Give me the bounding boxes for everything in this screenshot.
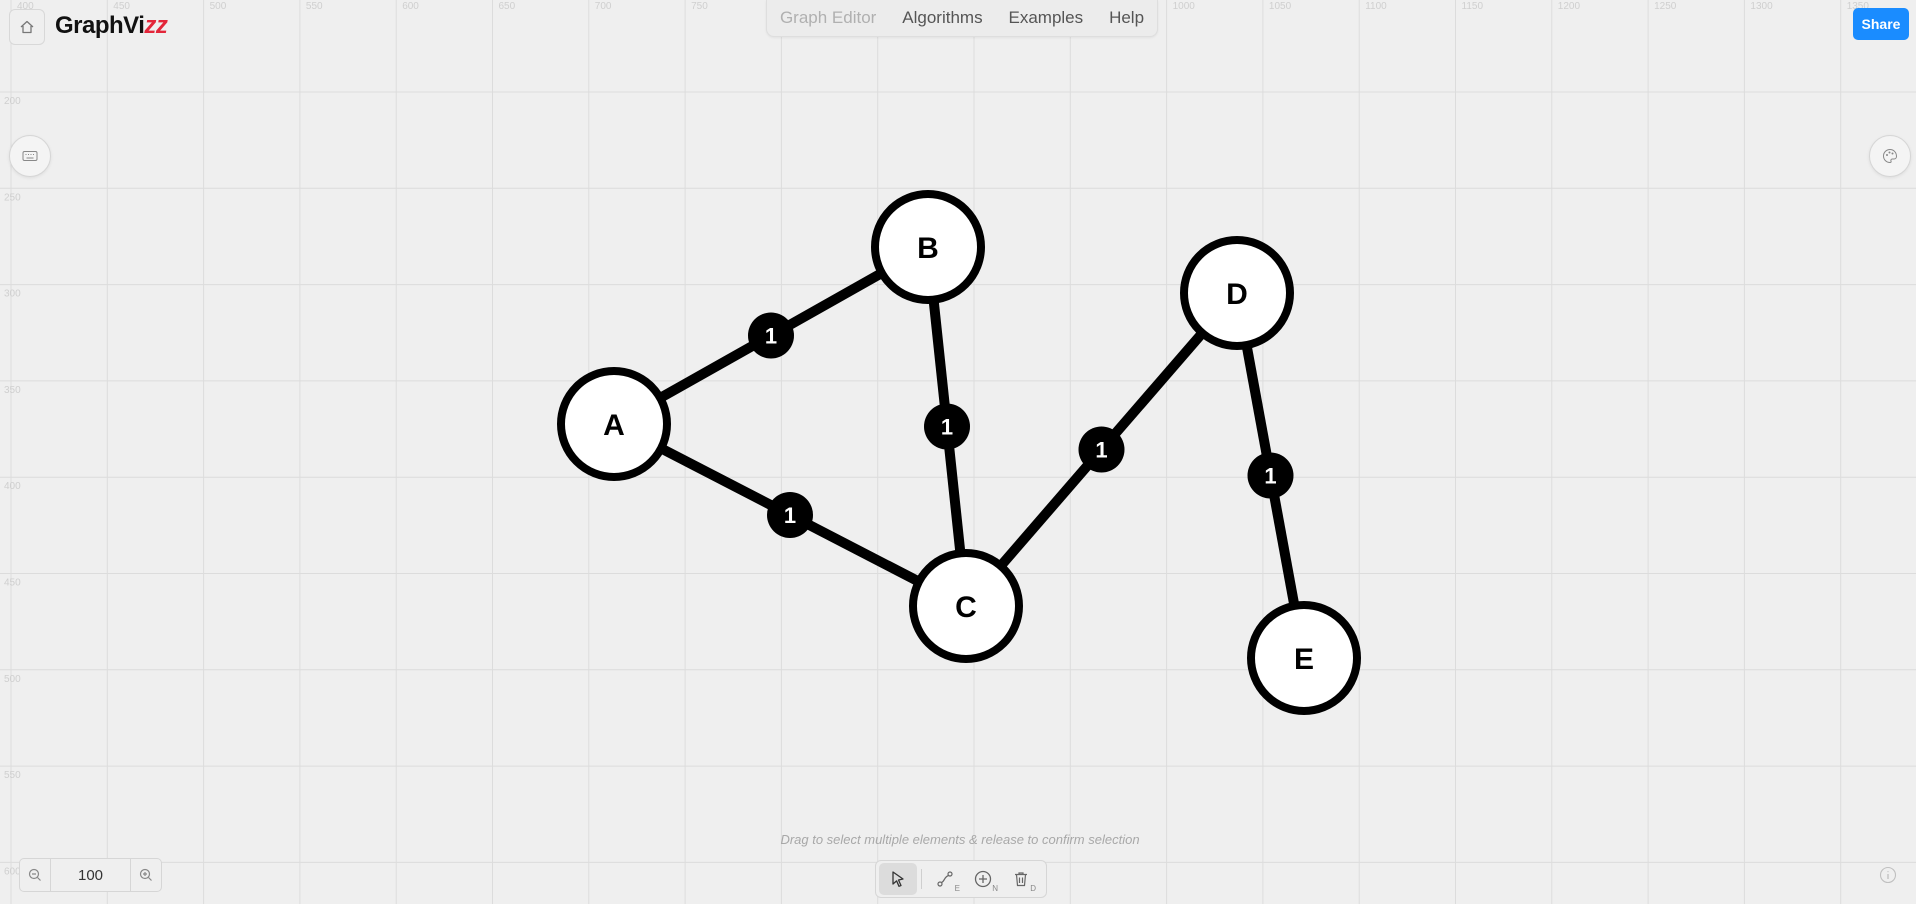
grid-x-label: 600 (402, 1, 419, 12)
edge-weight-label: 1 (1264, 464, 1276, 489)
grid-y-label: 550 (4, 770, 21, 781)
zoom-control: 100 (19, 858, 162, 892)
grid-y-label: 250 (4, 192, 21, 203)
info-button[interactable] (1871, 858, 1905, 892)
node-label: D (1226, 278, 1248, 311)
graph-edge-C-D[interactable]: 1 (962, 289, 1241, 610)
grid-y-label: 200 (4, 96, 21, 107)
grid-x-label: 1250 (1654, 1, 1677, 12)
grid-x-label: 450 (113, 1, 130, 12)
zoom-out-icon (28, 868, 41, 881)
grid-y-label: 600 (4, 866, 21, 877)
select-tool[interactable] (879, 863, 917, 895)
app-logo: GraphVizz (55, 12, 168, 39)
grid-x-label: 1300 (1750, 1, 1773, 12)
grid-x-label: 1150 (1462, 1, 1484, 12)
home-button[interactable] (9, 9, 45, 45)
grid-x-label: 1100 (1365, 1, 1387, 12)
keyboard-icon (22, 151, 38, 161)
add-edge-tool[interactable]: E (926, 863, 964, 895)
grid-y-label: 400 (4, 481, 21, 492)
graph-edge-A-B[interactable]: 1 (611, 242, 931, 429)
nav-algorithms[interactable]: Algorithms (902, 8, 983, 27)
edge-weight-badge (924, 403, 970, 450)
grid-x-label: 700 (595, 1, 612, 12)
graph-edge-A-C[interactable]: 1 (611, 419, 969, 611)
delete-tool[interactable]: D (1002, 863, 1040, 895)
selection-hint: Drag to select multiple elements & relea… (780, 832, 1140, 847)
grid-y-label: 350 (4, 385, 21, 396)
graph-node-D[interactable]: D (1180, 236, 1294, 350)
nav-graph-editor[interactable]: Graph Editor (779, 8, 877, 27)
theme-palette-button[interactable] (1869, 135, 1911, 177)
nav-examples[interactable]: Examples (1008, 8, 1084, 27)
top-navigation: Graph Editor Algorithms Examples Help (766, 0, 1158, 37)
grid-x-label: 550 (306, 1, 323, 12)
edge-weight-badge (1078, 426, 1125, 473)
zoom-in-icon (139, 868, 152, 881)
grid-x-label: 1000 (1173, 1, 1196, 12)
grid-x-label: 1200 (1558, 1, 1581, 12)
grid-x-label: 500 (210, 1, 227, 12)
edge-weight-label: 1 (1095, 438, 1107, 463)
graph-edges: 1 1 1 1 1 (611, 242, 1309, 659)
edge-weight-label: 1 (784, 503, 796, 528)
grid-y-label: 300 (4, 289, 21, 300)
info-icon (1879, 866, 1897, 884)
grid-x-label: 750 (691, 1, 708, 12)
node-label: E (1294, 643, 1314, 676)
zoom-level[interactable]: 100 (50, 859, 131, 891)
editor-toolbar: E N D (875, 860, 1047, 898)
grid-x-label: 1350 (1847, 1, 1870, 12)
grid-x-label: 400 (17, 1, 34, 12)
graph-nodes: A B C D E (557, 190, 1361, 715)
graph-edge-B-C[interactable]: 1 (923, 246, 971, 607)
home-icon (20, 20, 34, 34)
node-label: B (917, 232, 939, 265)
edge-weight-badge (748, 312, 794, 359)
edge-weight-label: 1 (765, 324, 777, 349)
nav-help[interactable]: Help (1109, 8, 1145, 27)
node-shortcut: N (992, 884, 998, 893)
edge-weight-badge (767, 492, 813, 538)
zoom-out-button[interactable] (20, 859, 50, 891)
graph-node-A[interactable]: A (557, 367, 671, 481)
add-node-tool[interactable]: N (964, 863, 1002, 895)
zoom-in-button[interactable] (131, 859, 161, 891)
grid-y-label: 500 (4, 674, 21, 685)
keyboard-shortcuts-button[interactable] (9, 135, 51, 177)
graph-node-E[interactable]: E (1247, 601, 1361, 715)
edge-shortcut: E (954, 884, 960, 893)
palette-icon (1883, 148, 1898, 164)
share-button[interactable]: Share (1853, 8, 1909, 40)
graph-edge-D-E[interactable]: 1 (1232, 292, 1309, 659)
plus-circle-icon (974, 870, 992, 888)
toolbar-separator (921, 869, 922, 889)
grid-x-label: 1050 (1269, 1, 1292, 12)
edge-weight-label: 1 (941, 415, 953, 440)
graph-node-B[interactable]: B (871, 190, 985, 304)
grid-y-label: 450 (4, 578, 21, 589)
delete-shortcut: D (1030, 884, 1036, 893)
grid-x-label: 650 (499, 1, 516, 12)
cursor-icon (892, 871, 904, 887)
trash-icon (1015, 872, 1027, 887)
edge-weight-badge (1247, 452, 1294, 499)
node-label: C (955, 591, 977, 624)
edge-icon (937, 871, 953, 887)
node-label: A (603, 409, 625, 442)
graph-node-C[interactable]: C (909, 549, 1023, 663)
